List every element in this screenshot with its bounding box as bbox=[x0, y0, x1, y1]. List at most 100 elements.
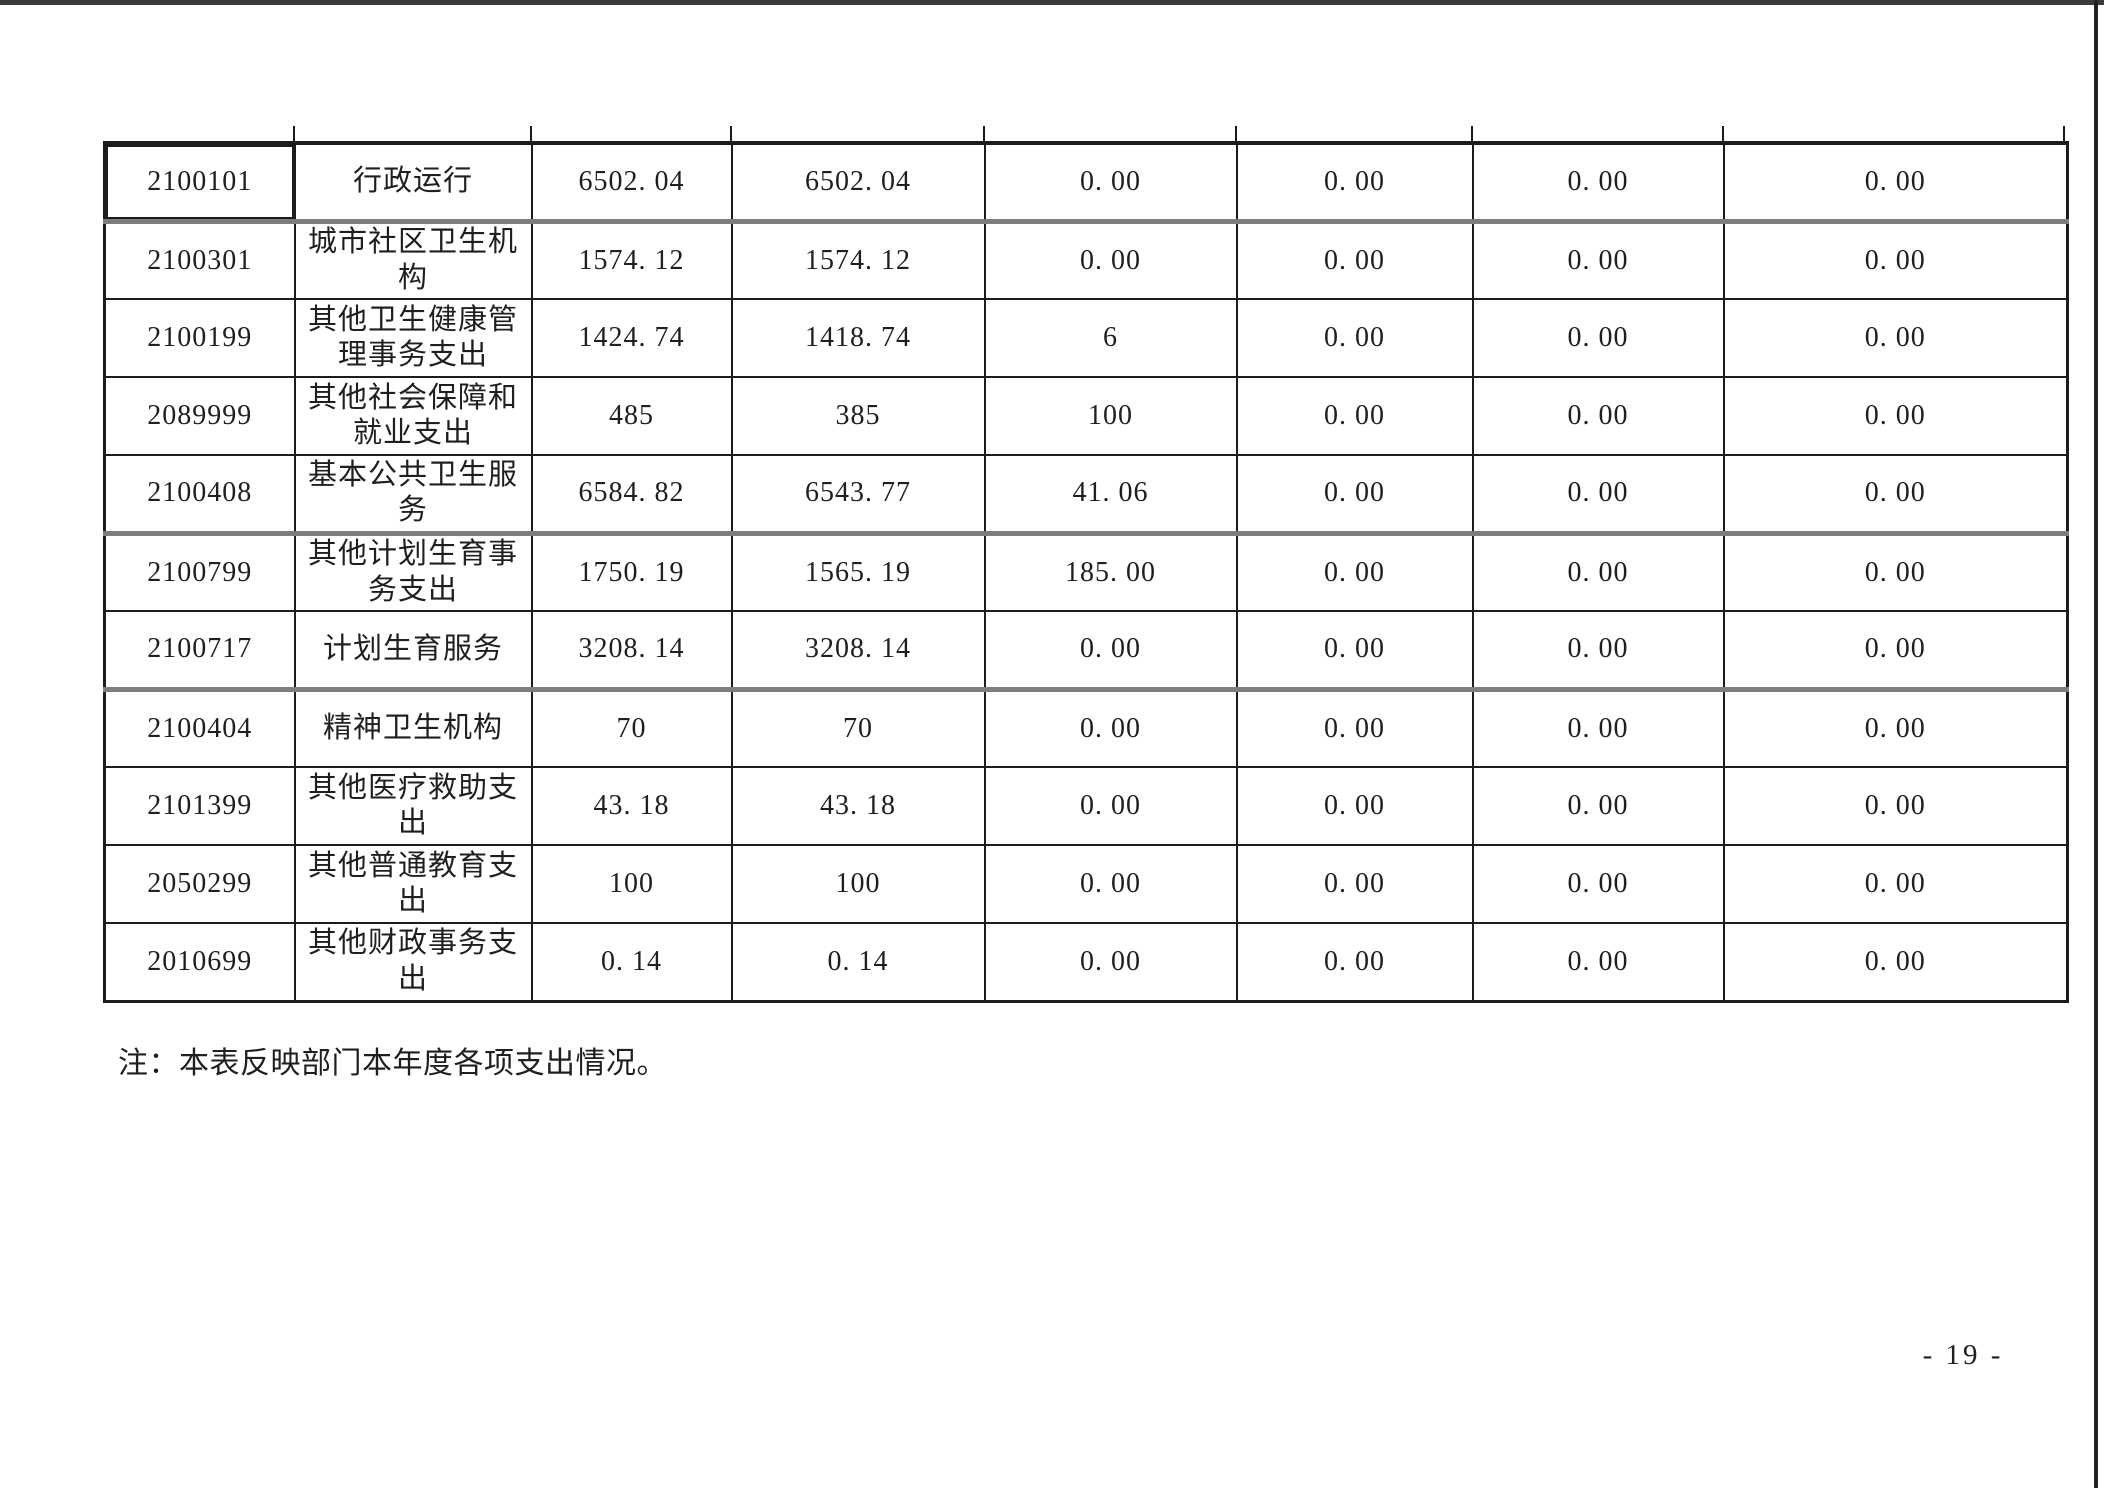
table-row: 2100404 精神卫生机构 70 70 0. 00 0. 00 0. 00 0… bbox=[103, 688, 2069, 768]
cell-value: 0. 00 bbox=[1722, 766, 2069, 846]
cell-value: 0. 00 bbox=[983, 688, 1238, 768]
cell-name: 其他普通教育支 出 bbox=[293, 844, 533, 924]
cell-value: 0. 00 bbox=[1471, 454, 1725, 536]
cell-value: 0. 00 bbox=[1722, 142, 2069, 224]
cell-value: 0. 00 bbox=[1722, 688, 2069, 768]
cell-value: 3208. 14 bbox=[730, 610, 986, 692]
cell-value: 0. 00 bbox=[1235, 376, 1474, 456]
table-row: 2010699 其他财政事务支 出 0. 14 0. 14 0. 00 0. 0… bbox=[103, 922, 2069, 1002]
cell-value: 0. 00 bbox=[1722, 376, 2069, 456]
cell-value: 1418. 74 bbox=[730, 298, 986, 378]
grid-stub bbox=[293, 126, 295, 142]
cell-value: 0. 00 bbox=[1471, 922, 1725, 1002]
cell-value: 0. 00 bbox=[1235, 532, 1474, 612]
cell-value: 0. 00 bbox=[1722, 454, 2069, 536]
cell-value: 0. 00 bbox=[1235, 766, 1474, 846]
cell-value: 485 bbox=[530, 376, 733, 456]
cell-value: 0. 00 bbox=[1235, 688, 1474, 768]
cell-name: 城市社区卫生机 构 bbox=[293, 220, 533, 300]
cell-name: 精神卫生机构 bbox=[293, 688, 533, 768]
table-row: 2089999 其他社会保障和 就业支出 485 385 100 0. 00 0… bbox=[103, 376, 2069, 456]
table-row: 2050299 其他普通教育支 出 100 100 0. 00 0. 00 0.… bbox=[103, 844, 2069, 924]
note-text: 注：本表反映部门本年度各项支出情况。 bbox=[118, 1047, 667, 1080]
scan-edge-right bbox=[2094, 0, 2098, 1488]
grid-stub bbox=[2063, 126, 2065, 142]
grid-stub bbox=[983, 126, 985, 142]
grid-stub bbox=[530, 126, 532, 142]
cell-code: 2100408 bbox=[103, 454, 296, 536]
cell-value: 0. 00 bbox=[983, 922, 1238, 1002]
cell-value: 0. 00 bbox=[1471, 220, 1725, 300]
cell-name: 其他计划生育事 务支出 bbox=[293, 532, 533, 612]
cell-value: 1565. 19 bbox=[730, 532, 986, 612]
cell-value: 0. 00 bbox=[983, 142, 1238, 224]
cell-value: 0. 14 bbox=[730, 922, 986, 1002]
cell-value: 0. 00 bbox=[1471, 766, 1725, 846]
cell-code: 2100199 bbox=[103, 298, 296, 378]
cell-code: 2100799 bbox=[103, 532, 296, 612]
cell-code: 2010699 bbox=[103, 922, 296, 1002]
cell-value: 0. 00 bbox=[1722, 922, 2069, 1002]
table-row: 2100408 基本公共卫生服 务 6584. 82 6543. 77 41. … bbox=[103, 454, 2069, 536]
cell-value: 1574. 12 bbox=[730, 220, 986, 300]
cell-name: 其他社会保障和 就业支出 bbox=[293, 376, 533, 456]
cell-value: 0. 00 bbox=[1471, 298, 1725, 378]
expenditure-table: 2100101 行政运行 6502. 04 6502. 04 0. 00 0. … bbox=[103, 141, 2069, 1003]
cell-value: 0. 00 bbox=[1471, 142, 1725, 224]
cell-code: 2050299 bbox=[103, 844, 296, 924]
table-row: 2100199 其他卫生健康管 理事务支出 1424. 74 1418. 74 … bbox=[103, 298, 2069, 378]
grid-stub bbox=[1471, 126, 1473, 142]
cell-name: 基本公共卫生服 务 bbox=[293, 454, 533, 536]
cell-value: 100 bbox=[530, 844, 733, 924]
cell-value: 0. 00 bbox=[1722, 610, 2069, 692]
cell-code: 2100101 bbox=[103, 142, 296, 224]
cell-code: 2100404 bbox=[103, 688, 296, 768]
cell-value: 0. 00 bbox=[1722, 844, 2069, 924]
cell-value: 6502. 04 bbox=[530, 142, 733, 224]
cell-value: 6 bbox=[983, 298, 1238, 378]
cell-code: 2101399 bbox=[103, 766, 296, 846]
cell-value: 0. 00 bbox=[1471, 844, 1725, 924]
cell-value: 70 bbox=[730, 688, 986, 768]
cell-name: 其他卫生健康管 理事务支出 bbox=[293, 298, 533, 378]
cell-code: 2100301 bbox=[103, 220, 296, 300]
cell-value: 0. 00 bbox=[1235, 220, 1474, 300]
cell-name: 其他财政事务支 出 bbox=[293, 922, 533, 1002]
cell-value: 0. 00 bbox=[1722, 220, 2069, 300]
cell-value: 0. 00 bbox=[1471, 688, 1725, 768]
cell-name: 计划生育服务 bbox=[293, 610, 533, 692]
cell-value: 385 bbox=[730, 376, 986, 456]
grid-stub bbox=[730, 126, 732, 142]
table-row: 2100101 行政运行 6502. 04 6502. 04 0. 00 0. … bbox=[103, 142, 2069, 224]
table-row: 2100799 其他计划生育事 务支出 1750. 19 1565. 19 18… bbox=[103, 532, 2069, 612]
cell-value: 43. 18 bbox=[530, 766, 733, 846]
cell-value: 1750. 19 bbox=[530, 532, 733, 612]
cell-value: 0. 00 bbox=[1235, 844, 1474, 924]
cell-value: 185. 00 bbox=[983, 532, 1238, 612]
cell-value: 0. 00 bbox=[983, 610, 1238, 692]
cell-value: 0. 00 bbox=[1471, 610, 1725, 692]
cell-value: 0. 00 bbox=[1235, 610, 1474, 692]
cell-code: 2089999 bbox=[103, 376, 296, 456]
table-row: 2101399 其他医疗救助支 出 43. 18 43. 18 0. 00 0.… bbox=[103, 766, 2069, 846]
cell-value: 1424. 74 bbox=[530, 298, 733, 378]
cell-value: 0. 00 bbox=[1235, 142, 1474, 224]
cell-value: 0. 00 bbox=[1471, 532, 1725, 612]
cell-value: 0. 00 bbox=[1235, 454, 1474, 536]
cell-value: 6543. 77 bbox=[730, 454, 986, 536]
cell-value: 43. 18 bbox=[730, 766, 986, 846]
table-row: 2100301 城市社区卫生机 构 1574. 12 1574. 12 0. 0… bbox=[103, 220, 2069, 300]
cell-value: 100 bbox=[730, 844, 986, 924]
cell-value: 0. 00 bbox=[983, 220, 1238, 300]
cell-value: 0. 00 bbox=[1235, 298, 1474, 378]
cell-value: 0. 00 bbox=[1722, 532, 2069, 612]
cell-value: 0. 00 bbox=[1722, 298, 2069, 378]
cell-value: 100 bbox=[983, 376, 1238, 456]
cell-value: 41. 06 bbox=[983, 454, 1238, 536]
cell-value: 0. 14 bbox=[530, 922, 733, 1002]
cell-value: 1574. 12 bbox=[530, 220, 733, 300]
page-number: - 19 - bbox=[1922, 1339, 2004, 1371]
cell-value: 0. 00 bbox=[1235, 922, 1474, 1002]
cell-name: 行政运行 bbox=[293, 142, 533, 224]
